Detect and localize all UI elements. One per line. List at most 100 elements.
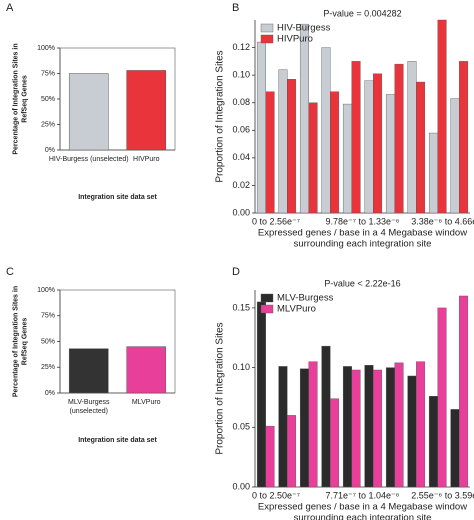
bar bbox=[126, 346, 167, 394]
x-axis-label: Expressed genes / base in a 4 Megabase w… bbox=[258, 228, 467, 239]
y-axis-label: RefSeq Genes bbox=[21, 318, 28, 366]
x-tick-label: MLVPuro bbox=[131, 399, 161, 406]
bar bbox=[126, 70, 167, 151]
bar bbox=[459, 295, 469, 488]
y-tick-label: 50% bbox=[41, 338, 55, 345]
y-axis-label: Percentage of Integration Sites in bbox=[12, 286, 19, 397]
legend-swatch bbox=[260, 304, 274, 314]
bar bbox=[330, 398, 340, 488]
panel-letter: D bbox=[232, 266, 240, 278]
bar bbox=[459, 61, 469, 214]
panel-letter: C bbox=[6, 266, 14, 278]
legend-label: HIV-Burgess bbox=[277, 23, 331, 34]
bar bbox=[287, 415, 297, 488]
x-tick-label: HIV-Burgess (unselected) bbox=[48, 156, 129, 163]
bar bbox=[265, 425, 275, 488]
y-tick-label: 25% bbox=[41, 121, 55, 128]
bar bbox=[68, 348, 109, 394]
x-tick-label: 0 to 2.56e⁻⁷ bbox=[252, 216, 300, 226]
bar bbox=[278, 366, 288, 488]
y-tick-label: 0.02 bbox=[232, 180, 250, 190]
legend-label: MLV-Burgess bbox=[277, 293, 334, 304]
bar bbox=[364, 80, 374, 214]
bar bbox=[342, 103, 352, 214]
bar bbox=[416, 361, 426, 488]
bar bbox=[308, 361, 318, 488]
y-tick-label: 0.15 bbox=[232, 302, 250, 312]
y-tick-label: 0% bbox=[45, 390, 55, 397]
x-tick-label: 2.55e⁻⁶ to 3.59e⁻⁶ bbox=[411, 490, 474, 500]
bar bbox=[265, 91, 275, 214]
x-axis-label: Integration site data set bbox=[78, 194, 157, 201]
chart-title: P-value = 0.004282 bbox=[323, 8, 401, 18]
bar bbox=[437, 19, 447, 214]
bar bbox=[321, 345, 331, 488]
bar bbox=[342, 366, 352, 488]
bar bbox=[351, 369, 361, 488]
y-tick-label: 0.10 bbox=[232, 362, 250, 372]
x-axis-label: Expressed genes / base in a 4 Megabase w… bbox=[258, 502, 467, 513]
legend-swatch bbox=[260, 34, 274, 44]
y-tick-label: 0.10 bbox=[232, 70, 250, 80]
x-axis-label: Integration site data set bbox=[78, 437, 157, 444]
legend-swatch bbox=[260, 293, 274, 303]
chart-title: P-value < 2.22e-16 bbox=[324, 278, 400, 288]
x-tick-label: HIVPuro bbox=[133, 156, 160, 163]
bar bbox=[321, 47, 331, 214]
panel-letter: B bbox=[232, 2, 239, 14]
bar bbox=[278, 69, 288, 214]
y-axis-label: RefSeq Genes bbox=[21, 75, 28, 123]
bar bbox=[373, 73, 383, 214]
y-tick-label: 100% bbox=[37, 45, 55, 52]
x-tick-label: 0 to 2.50e⁻⁷ bbox=[252, 490, 300, 500]
bar bbox=[416, 81, 426, 214]
bar bbox=[308, 102, 318, 214]
y-tick-label: 0.00 bbox=[232, 207, 250, 217]
y-axis-label: Percentage of Integration Sites in bbox=[12, 43, 19, 154]
y-tick-label: 50% bbox=[41, 96, 55, 103]
bar bbox=[287, 79, 297, 214]
bar bbox=[373, 369, 383, 488]
y-axis-label: Proportion of Integration Sites bbox=[215, 50, 226, 182]
y-tick-label: 0.06 bbox=[232, 125, 250, 135]
y-tick-label: 100% bbox=[37, 287, 55, 294]
x-tick-label: 3.38e⁻⁶ to 4.66e⁻⁶ bbox=[411, 216, 474, 226]
y-tick-label: 0.08 bbox=[232, 97, 250, 107]
x-axis-label: surrounding each integration site bbox=[294, 513, 432, 520]
bar bbox=[299, 368, 309, 488]
y-tick-label: 0.04 bbox=[232, 152, 250, 162]
y-tick-label: 0% bbox=[45, 147, 55, 154]
bar bbox=[428, 132, 438, 214]
bar bbox=[68, 73, 109, 151]
y-tick-label: 25% bbox=[41, 364, 55, 371]
legend-label: MLVPuro bbox=[277, 304, 316, 315]
bar bbox=[385, 94, 395, 214]
legend-label: HIVPuro bbox=[277, 34, 313, 45]
x-tick-label: MLV-Burgess (unselected) bbox=[68, 399, 110, 415]
y-axis-label: Proportion of Integration Sites bbox=[215, 322, 226, 454]
bar bbox=[385, 367, 395, 488]
panel-letter: A bbox=[6, 2, 14, 14]
bar bbox=[256, 41, 266, 214]
y-tick-label: 0.12 bbox=[232, 42, 250, 52]
bar bbox=[364, 365, 374, 488]
bar bbox=[450, 98, 460, 214]
y-tick-label: 75% bbox=[41, 70, 55, 77]
bar bbox=[407, 375, 417, 488]
legend-swatch bbox=[260, 23, 274, 33]
x-axis-label: surrounding each integration site bbox=[294, 239, 432, 250]
x-tick-label: 7.71e⁻⁷ to 1.04e⁻⁶ bbox=[325, 490, 399, 500]
bar bbox=[351, 61, 361, 214]
bar bbox=[437, 307, 447, 488]
bar bbox=[394, 63, 404, 214]
y-tick-label: 75% bbox=[41, 313, 55, 320]
x-tick-label: 9.78e⁻⁷ to 1.33e⁻⁶ bbox=[325, 216, 399, 226]
bar bbox=[428, 396, 438, 488]
y-tick-label: 0.00 bbox=[232, 481, 250, 491]
bar bbox=[330, 91, 340, 214]
y-tick-label: 0.05 bbox=[232, 422, 250, 432]
bar bbox=[394, 362, 404, 488]
bar bbox=[299, 23, 309, 214]
